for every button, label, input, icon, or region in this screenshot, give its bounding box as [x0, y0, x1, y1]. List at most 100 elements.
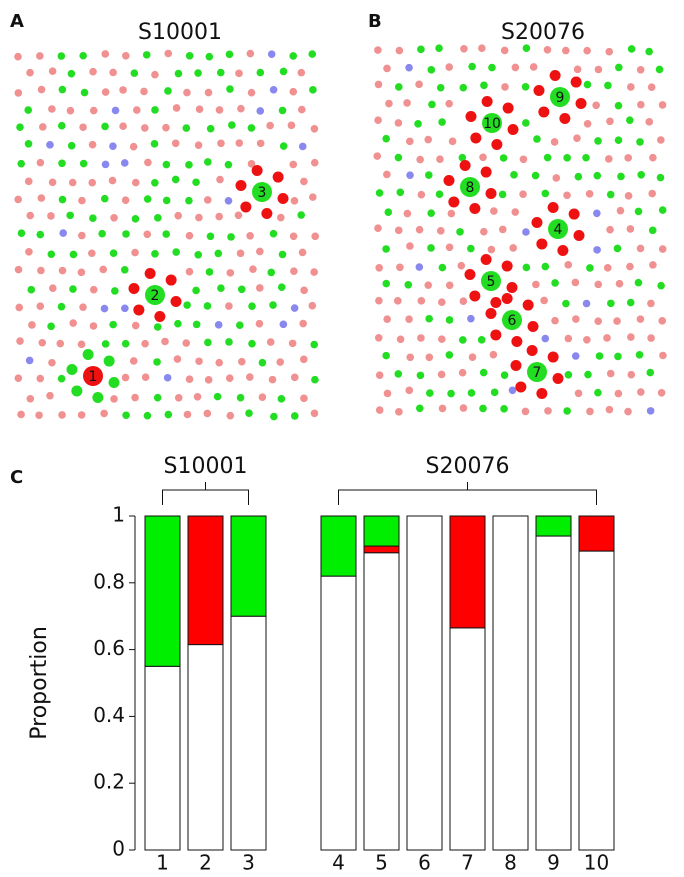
cell-dot: [510, 171, 518, 179]
cell-dot: [151, 250, 159, 258]
cell-dot: [375, 263, 383, 272]
cell-dot: [14, 265, 23, 274]
cell-dot: [428, 100, 436, 109]
cell-dot: [594, 137, 602, 145]
cell-dot: [297, 68, 306, 77]
cell-dot: [436, 155, 444, 164]
cell-dot: [110, 214, 118, 222]
cell-dot: [228, 121, 236, 129]
cell-dot: [551, 316, 559, 325]
cell-dot: [214, 321, 223, 329]
cell-dot: [143, 195, 152, 203]
cell-dot: [192, 178, 200, 187]
bar-segment: [492, 515, 529, 851]
cell-dot: [498, 190, 507, 199]
cell-dot: [89, 67, 97, 76]
cell-dot: [417, 190, 426, 199]
cell-dot: [308, 50, 317, 58]
cell-dot: [438, 404, 447, 413]
cell-dot: [574, 172, 583, 181]
cell-dot: [195, 357, 203, 366]
cell-dot: [245, 409, 253, 417]
cluster-center: [460, 177, 480, 197]
cell-dot: [624, 192, 633, 200]
cell-dot: [258, 393, 267, 401]
cell-dot: [541, 189, 550, 198]
cell-dot: [267, 50, 276, 58]
cell-dot: [447, 209, 456, 218]
bar-segment: [320, 575, 357, 851]
cell-dot: [36, 230, 45, 239]
cell-dot: [111, 106, 120, 115]
bar-segment: [363, 515, 400, 547]
cell-dot: [290, 304, 299, 312]
cell-dot: [255, 319, 264, 328]
neighbor-dot: [469, 202, 481, 214]
cell-dot: [204, 338, 212, 347]
cell-dot: [551, 279, 559, 287]
cell-dot: [56, 339, 65, 348]
cell-dot: [141, 373, 150, 381]
cell-dot: [427, 66, 436, 74]
neighbor-dot: [552, 373, 564, 385]
cell-dot: [460, 45, 468, 53]
cell-dot: [48, 178, 57, 187]
cell-dot: [572, 315, 580, 323]
cell-dot: [406, 171, 414, 179]
cell-dot: [308, 301, 317, 310]
cell-dot: [593, 246, 601, 254]
cell-dot: [480, 227, 488, 236]
y-tick-label: 0.8: [93, 569, 125, 593]
cell-dot: [552, 174, 561, 182]
cell-dot: [144, 158, 152, 167]
cell-dot: [289, 52, 298, 60]
cell-dot: [89, 322, 98, 330]
cell-dot: [164, 410, 173, 419]
cell-dot: [445, 99, 453, 108]
cell-dot: [519, 190, 527, 199]
cell-dot: [100, 304, 109, 313]
cell-dot: [58, 411, 66, 419]
cell-dot: [511, 208, 520, 216]
cell-dot: [172, 248, 180, 256]
cell-dot: [585, 190, 594, 198]
panel-title: S10001: [138, 20, 222, 45]
cell-dot: [36, 302, 45, 310]
cell-dot: [634, 278, 643, 287]
cell-dot: [249, 265, 257, 273]
cell-dot: [59, 229, 67, 237]
cell-dot: [659, 351, 667, 360]
cell-dot: [394, 153, 403, 162]
cell-dot: [299, 355, 308, 364]
cell-dot: [58, 159, 66, 168]
cell-dot: [396, 335, 405, 344]
cluster-label: 2: [151, 288, 160, 304]
cell-dot: [614, 352, 622, 361]
neighbor-dot: [82, 349, 94, 361]
cluster-label: 6: [508, 313, 517, 329]
cluster-label: 1: [89, 369, 98, 385]
cell-dot: [394, 226, 403, 235]
cell-dot: [277, 395, 286, 403]
cell-dot: [582, 299, 591, 308]
cell-dot: [395, 408, 403, 416]
cell-dot: [14, 374, 23, 383]
cell-dot: [108, 176, 117, 185]
cell-dot: [624, 154, 632, 162]
cell-dot: [606, 225, 614, 234]
cell-dot: [297, 105, 306, 114]
cell-dot: [153, 358, 161, 366]
neighbor-dot: [490, 296, 502, 308]
cell-dot: [394, 297, 402, 305]
cell-dot: [174, 319, 182, 328]
cell-dot: [258, 358, 267, 367]
cell-dot: [488, 63, 496, 72]
cell-dot: [194, 141, 203, 150]
cell-dot: [131, 178, 140, 187]
cell-dot: [131, 321, 140, 330]
cell-dot: [256, 139, 265, 148]
cell-dot: [237, 285, 246, 294]
neighbor-dot: [481, 96, 493, 108]
cell-dot: [424, 281, 433, 289]
cell-dot: [405, 137, 414, 146]
